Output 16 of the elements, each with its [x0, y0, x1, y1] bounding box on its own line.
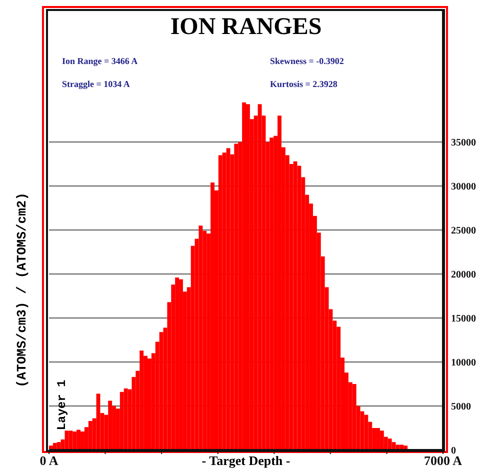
annotation: Straggle = 1034 A	[62, 79, 130, 89]
x-tick-label: 0 A	[40, 453, 59, 468]
y-axis-title: (ATOMS/cm3) / (ATOMS/cm2)	[14, 192, 30, 388]
y-tick-label: 5000	[451, 402, 471, 413]
y-tick-label: 25000	[451, 226, 476, 237]
annotation: Layer 1	[55, 380, 69, 430]
annotation: Ion Range = 3466 A	[62, 56, 138, 66]
x-axis-title: - Target Depth -	[202, 453, 290, 468]
y-tick-label: 35000	[451, 138, 476, 149]
chart-title: ION RANGES	[169, 14, 323, 41]
y-tick-label: 30000	[451, 182, 476, 193]
y-tick-label: 20000	[451, 270, 476, 281]
annotation: Kurtosis = 2.3928	[270, 79, 338, 89]
y-tick-label: 15000	[451, 314, 476, 325]
y-tick-label: 10000	[451, 358, 476, 369]
annotation: Skewness = -0.3902	[270, 56, 344, 66]
